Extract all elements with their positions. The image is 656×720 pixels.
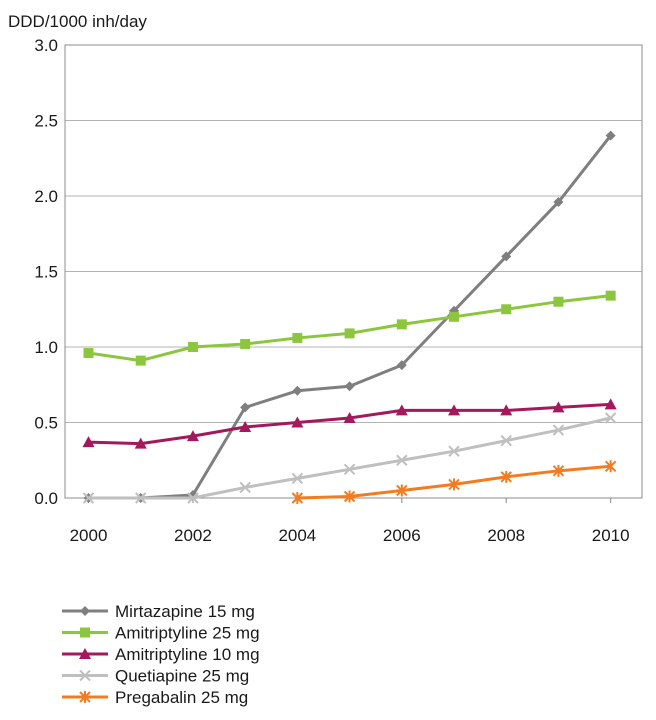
data-point (396, 319, 407, 330)
legend-label: Pregabalin 25 mg (115, 688, 248, 707)
data-point (186, 430, 199, 442)
data-point (343, 463, 356, 476)
y-tick-label: 2.0 (34, 187, 58, 206)
legend: Mirtazapine 15 mg Amitriptyline 25 mg Amit… (62, 602, 260, 707)
legend-item: Amitriptyline 10 mg (62, 645, 260, 664)
data-point (134, 437, 147, 449)
data-point (396, 360, 407, 371)
data-point (344, 381, 355, 392)
legend-marker (79, 648, 91, 659)
data-point (552, 464, 565, 477)
series-4 (291, 460, 617, 504)
x-tick-label: 2006 (383, 526, 421, 545)
data-point (291, 472, 304, 485)
data-point (83, 348, 94, 359)
y-tick-label: 1.0 (34, 338, 58, 357)
data-point (553, 197, 564, 208)
y-tick-labels: 0.0 0.5 1.0 1.5 2.0 2.5 3.0 (34, 36, 58, 508)
data-point (500, 434, 512, 447)
data-point (135, 492, 147, 504)
legend-marker (79, 691, 91, 703)
data-point (240, 338, 251, 349)
legend-marker (80, 606, 90, 616)
data-point (552, 401, 565, 413)
series-lines (82, 130, 617, 504)
data-point (187, 342, 198, 352)
data-point (344, 328, 355, 339)
data-point (605, 130, 616, 141)
data-point (343, 411, 356, 423)
series-line (88, 134, 612, 500)
x-tick-label: 2008 (487, 526, 525, 545)
legend-marker (79, 669, 91, 682)
plot-area (64, 44, 643, 499)
x-tick-label: 2010 (592, 526, 630, 545)
series-2 (82, 398, 617, 449)
data-point (448, 478, 460, 491)
series-3 (82, 412, 617, 504)
data-point (291, 416, 304, 428)
series-0 (83, 130, 616, 503)
y-tick-label: 1.5 (34, 263, 58, 282)
data-point (501, 251, 512, 262)
data-point (395, 404, 408, 416)
y-tick-label: 2.5 (34, 112, 58, 131)
data-point (82, 492, 95, 504)
data-point (604, 412, 617, 424)
legend-item: Amitriptyline 25 mg (62, 624, 260, 643)
x-tick-label: 2004 (278, 526, 316, 545)
series-line (88, 416, 612, 500)
legend-item: Quetiapine 25 mg (62, 667, 249, 686)
legend-item: Pregabalin 25 mg (62, 688, 248, 707)
legend-label: Quetiapine 25 mg (115, 667, 249, 686)
data-point (292, 385, 303, 396)
data-point (552, 424, 565, 436)
data-point (396, 454, 408, 466)
data-point (604, 398, 617, 410)
series-1 (83, 290, 616, 366)
data-point (187, 492, 199, 504)
data-point (604, 460, 617, 473)
series-line (88, 402, 611, 446)
data-point (448, 404, 461, 416)
legend-label: Mirtazapine 15 mg (115, 602, 255, 621)
data-point (553, 296, 564, 307)
x-tick-label: 2000 (70, 526, 108, 545)
y-tick-label: 0.5 (34, 414, 58, 433)
legend-label: Amitriptyline 25 mg (115, 624, 260, 643)
data-point (449, 311, 460, 322)
x-tick-labels: 2000 2002 2004 2006 2008 2010 (70, 498, 630, 545)
data-point (135, 355, 146, 366)
grid-lines (65, 44, 642, 423)
legend-item: Mirtazapine 15 mg (62, 602, 255, 621)
data-point (292, 332, 303, 343)
data-point (500, 404, 513, 416)
data-point (448, 445, 460, 457)
data-point (82, 436, 95, 448)
data-point (396, 484, 408, 497)
legend-label: Amitriptyline 10 mg (115, 645, 260, 664)
x-tick-label: 2002 (174, 526, 212, 545)
data-point (239, 481, 251, 494)
data-point (291, 492, 304, 504)
data-point (501, 304, 512, 315)
y-tick-label: 3.0 (34, 36, 58, 55)
data-point (605, 290, 616, 301)
y-tick-label: 0.0 (34, 489, 58, 508)
data-point (343, 490, 356, 503)
data-point (500, 470, 512, 483)
y-axis-label: DDD/1000 inh/day (8, 12, 147, 31)
series-line (88, 294, 611, 363)
legend-marker (80, 627, 90, 638)
data-point (239, 421, 252, 433)
data-point (240, 402, 251, 413)
